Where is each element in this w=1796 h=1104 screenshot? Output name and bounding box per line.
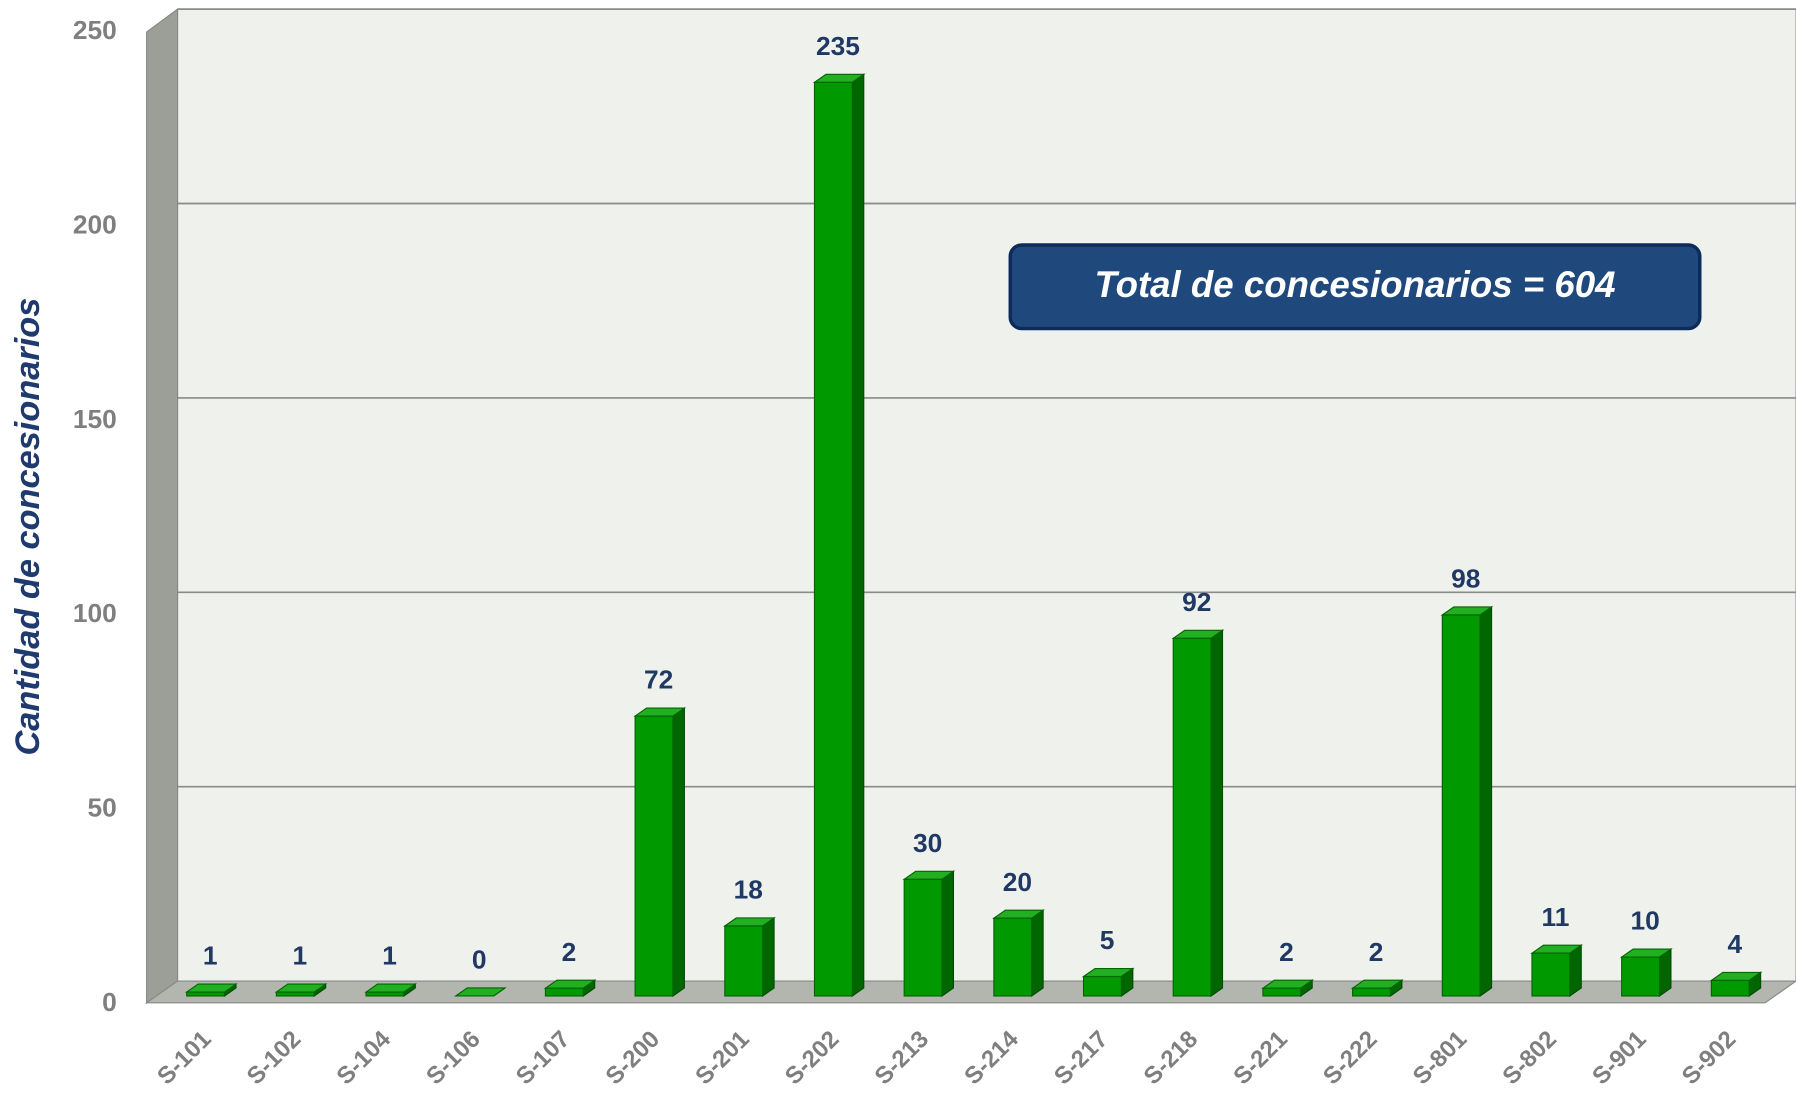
x-tick-label: S-902 [1677,1026,1741,1090]
side-wall [146,8,179,1004]
value-label: 1 [382,941,397,971]
x-tick-label: S-200 [601,1026,665,1090]
y-tick-label: 100 [73,598,117,628]
bar [903,878,943,997]
value-label: 5 [1100,925,1115,955]
bar [724,925,764,997]
bar [365,991,405,997]
bar [813,81,853,997]
bar [1621,956,1661,997]
x-tick-label: S-801 [1408,1026,1472,1090]
value-label: 4 [1728,929,1743,959]
bar-side [851,73,865,998]
bar [1082,975,1122,997]
value-label: 30 [913,828,942,858]
y-axis-label: Cantidad de concesionarios [9,298,47,756]
value-label: 0 [472,945,487,975]
y-tick-label: 0 [102,987,117,1017]
bar-side [941,870,955,998]
x-tick-label: S-201 [690,1026,754,1090]
value-label: 2 [1279,937,1294,967]
annotation-box [1008,243,1702,331]
bar-side [1210,629,1224,998]
x-tick-label: S-202 [780,1026,844,1090]
x-tick-label: S-901 [1587,1026,1651,1090]
value-label: 98 [1451,564,1480,594]
bar [544,987,584,997]
annotation: Total de concesionarios = 604 [1095,264,1616,305]
value-label: 92 [1182,587,1211,617]
bar-side [1031,909,1044,998]
bar [1710,979,1750,997]
x-tick-label: S-102 [242,1026,306,1090]
value-label: 2 [1369,937,1384,967]
bar-side [672,706,685,998]
x-tick-label: S-104 [332,1025,397,1090]
bar-side [762,916,775,998]
x-tick-label: S-106 [421,1026,485,1090]
x-tick-label: S-221 [1228,1026,1292,1090]
value-label: 1 [293,941,308,971]
x-tick-label: S-101 [152,1026,216,1090]
bar [1172,637,1212,997]
x-tick-label: S-802 [1497,1026,1561,1090]
value-label: 72 [644,665,673,695]
bar [186,991,226,997]
bar [634,715,674,997]
bar-top [453,987,507,997]
y-tick-label: 250 [73,15,117,45]
x-tick-label: S-222 [1318,1026,1382,1090]
bar [1441,614,1481,997]
y-tick-label: 200 [73,209,117,239]
bar [275,991,315,997]
y-tick-label: 150 [73,404,117,434]
x-tick-label: S-217 [1049,1026,1113,1090]
x-tick-label: S-218 [1139,1026,1203,1090]
value-label: 10 [1630,906,1659,936]
bar-side [1569,944,1582,998]
x-tick-label: S-214 [959,1025,1024,1090]
value-label: 11 [1542,902,1570,932]
x-tick-label: S-213 [870,1026,934,1090]
value-label: 2 [562,937,577,967]
value-label: 235 [816,31,860,61]
bar [1531,952,1571,997]
x-tick-label: S-107 [511,1026,575,1090]
back-wall [176,8,1796,982]
bar [993,917,1033,997]
value-label: 20 [1003,867,1032,897]
y-tick-label: 50 [88,793,117,823]
bar [1352,987,1391,997]
value-label: 1 [203,941,218,971]
bar-side [1479,605,1493,998]
value-label: 18 [734,875,763,905]
bar [1262,987,1302,997]
